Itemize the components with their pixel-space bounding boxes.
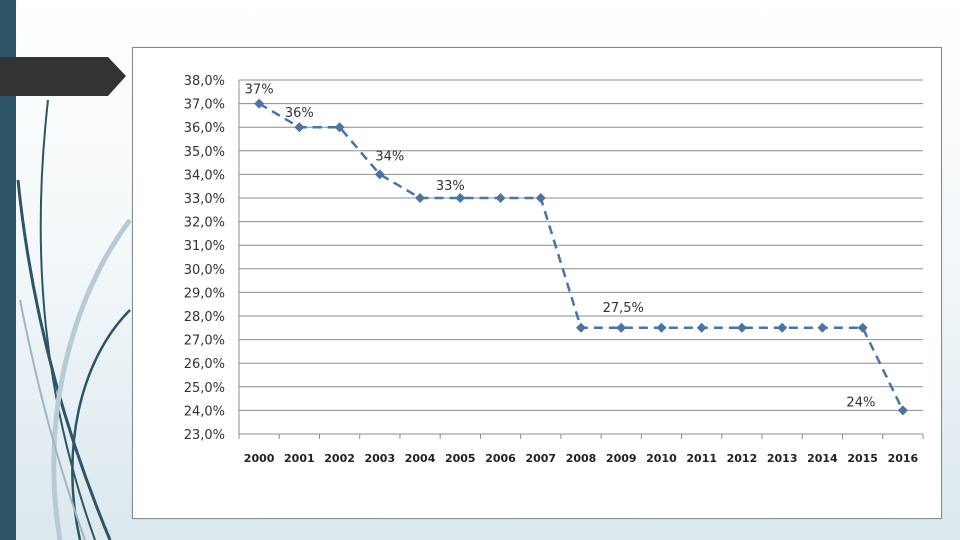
- y-tick-label: 31,0%: [184, 239, 225, 254]
- data-point: [616, 322, 627, 333]
- data-point: [495, 193, 506, 203]
- y-tick-label: 38,0%: [184, 74, 225, 89]
- chart-frame: 23,0% 24,0% 25,0% 26,0% 27,0% 28,0% 29,0% 30,0%…: [132, 47, 942, 519]
- y-tick-label: 35,0%: [184, 145, 225, 160]
- data-point: [897, 405, 908, 416]
- x-tick-label: 2009: [606, 452, 637, 465]
- side-accent-bar: [0, 0, 16, 540]
- y-tick-label: 37,0%: [184, 98, 225, 113]
- data-point: [415, 193, 426, 203]
- x-tick-label: 2006: [485, 452, 516, 465]
- data-point: [777, 322, 788, 333]
- x-tick-label: 2008: [566, 452, 597, 465]
- x-tick-label: 2004: [405, 452, 436, 465]
- x-tick-label: 2016: [888, 452, 919, 465]
- data-point: [736, 322, 747, 333]
- line-chart: 23,0% 24,0% 25,0% 26,0% 27,0% 28,0% 29,0% 30,0%…: [184, 74, 924, 465]
- data-point: [334, 122, 345, 133]
- data-point: [656, 322, 667, 333]
- y-tick-label: 32,0%: [184, 216, 225, 231]
- data-point: [455, 193, 466, 203]
- x-tick-label: 2014: [807, 452, 838, 465]
- y-tick-label: 26,0%: [184, 357, 225, 372]
- data-point: [696, 322, 707, 333]
- y-tick-label: 23,0%: [184, 428, 225, 443]
- x-tick-label: 2002: [324, 452, 355, 465]
- data-point: [294, 122, 305, 133]
- data-point: [535, 193, 546, 203]
- y-tick-label: 36,0%: [184, 121, 225, 136]
- y-tick-label: 29,0%: [184, 286, 225, 301]
- data-point: [254, 98, 265, 109]
- data-label: 37%: [245, 83, 274, 98]
- arrow-tab-shape: [0, 57, 126, 96]
- x-tick-label: 2010: [646, 452, 677, 465]
- data-point: [576, 322, 586, 333]
- data-label: 33%: [436, 179, 465, 194]
- data-point: [817, 322, 828, 333]
- decorative-swooshes: [16, 99, 133, 540]
- x-tick-label: 2015: [847, 452, 878, 465]
- y-tick-label: 25,0%: [184, 381, 225, 396]
- y-tick-label: 27,0%: [184, 334, 225, 349]
- x-tick-label: 2013: [767, 452, 798, 465]
- x-tick-label: 2011: [686, 452, 717, 465]
- series-line: [258, 102, 905, 411]
- data-label: 36%: [285, 106, 314, 121]
- x-tick-label: 2000: [244, 452, 275, 465]
- data-label: 24%: [846, 395, 875, 410]
- x-tick-label: 2012: [727, 452, 758, 465]
- x-tick-label: 2001: [284, 452, 315, 465]
- y-tick-label: 28,0%: [184, 310, 225, 325]
- data-point: [374, 169, 385, 180]
- y-tick-label: 33,0%: [184, 192, 225, 207]
- x-tick-label: 2003: [365, 452, 396, 465]
- y-tick-label: 24,0%: [184, 404, 225, 419]
- y-tick-label: 34,0%: [184, 168, 225, 183]
- data-label: 27,5%: [603, 301, 644, 316]
- y-tick-label: 30,0%: [184, 263, 225, 278]
- x-tick-label: 2007: [525, 452, 556, 465]
- x-tick-label: 2005: [445, 452, 476, 465]
- data-label: 34%: [375, 149, 404, 164]
- data-point: [857, 322, 868, 333]
